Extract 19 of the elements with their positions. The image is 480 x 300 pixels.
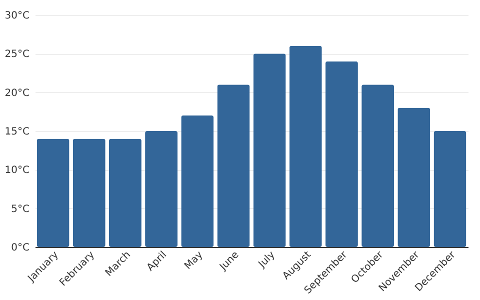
- bar: [434, 131, 466, 247]
- y-tick-label: 20°C: [4, 88, 30, 99]
- bar: [398, 108, 430, 247]
- y-tick-label: 0°C: [11, 242, 30, 254]
- bar: [181, 116, 214, 247]
- y-tick-label: 10°C: [4, 165, 30, 176]
- bar: [145, 131, 178, 247]
- y-tick-label: 25°C: [4, 49, 30, 60]
- bar: [217, 84, 250, 247]
- y-tick-label: 5°C: [11, 204, 30, 215]
- y-tick-label: 30°C: [4, 10, 30, 22]
- bar: [72, 138, 106, 247]
- y-tick-label: 15°C: [4, 126, 30, 138]
- bar: [362, 84, 394, 247]
- bar: [36, 138, 70, 247]
- bar: [108, 138, 142, 247]
- bar: [289, 46, 322, 247]
- bar: [253, 54, 286, 247]
- bar: [325, 61, 358, 247]
